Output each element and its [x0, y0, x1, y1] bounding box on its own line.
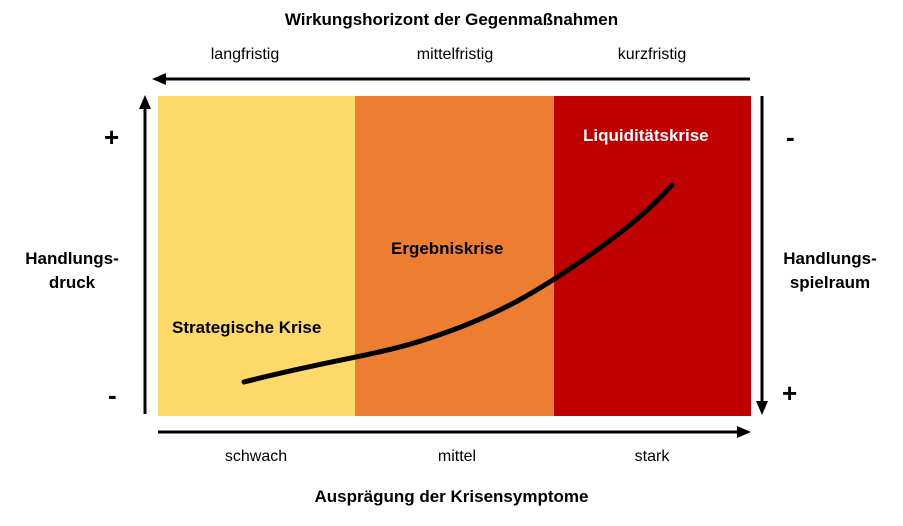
- left-axis-label-line1: Handlungs-: [25, 249, 119, 268]
- right-top-sign: -: [786, 122, 795, 152]
- bottom-arrow-head: [737, 426, 751, 438]
- top-axis-title: Wirkungshorizont der Gegenmaßnahmen: [284, 10, 619, 29]
- bottom-label-medium: mittel: [437, 448, 477, 465]
- right-arrow-head: [756, 401, 768, 415]
- bottom-label-weak: schwach: [224, 448, 288, 465]
- zone-label-strategic: Strategische Krise: [172, 318, 322, 337]
- right-axis-label-line2: spielraum: [789, 273, 871, 292]
- crisis-curve: [241, 182, 675, 385]
- left-axis-label: Handlungs- druck: [10, 247, 134, 295]
- left-arrow-head: [139, 95, 151, 109]
- top-label-long-term: langfristig: [210, 46, 280, 63]
- top-arrow-head: [152, 73, 166, 85]
- bottom-label-strong: stark: [634, 448, 670, 465]
- right-bottom-sign: +: [782, 378, 798, 408]
- top-label-mid-term: mittelfristig: [416, 46, 494, 63]
- bottom-axis-title: Ausprägung der Krisensymptome: [314, 487, 589, 506]
- right-axis-label: Handlungs- spielraum: [768, 247, 892, 295]
- top-label-short-term: kurzfristig: [617, 46, 687, 63]
- left-top-sign: +: [104, 122, 120, 152]
- right-axis-label-line1: Handlungs-: [783, 249, 877, 268]
- left-axis-label-line2: druck: [48, 273, 96, 292]
- left-bottom-sign: -: [108, 380, 117, 410]
- zone-earnings: [355, 96, 554, 416]
- zone-label-earnings: Ergebniskrise: [391, 239, 504, 258]
- zone-label-liquidity: Liquiditätskrise: [583, 126, 709, 145]
